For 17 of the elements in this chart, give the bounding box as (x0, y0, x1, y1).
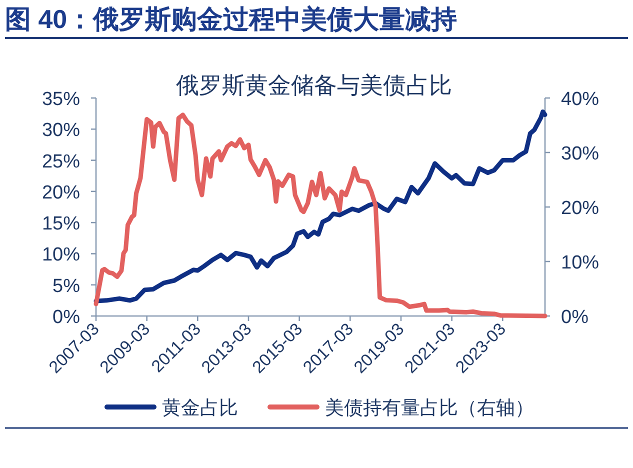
y-tick-label: 25% (42, 151, 80, 172)
y-tick-label: 35% (42, 89, 80, 110)
y-tick-label: 30% (42, 120, 80, 142)
subtitle: 俄罗斯黄金储备与美债占比 (176, 72, 452, 98)
y2-tick-label: 40% (561, 89, 600, 110)
y2-tick-label: 30% (561, 144, 600, 164)
y-tick-label: 0% (52, 307, 80, 328)
title: 图 40：俄罗斯购金过程中美债大量减持 (5, 4, 458, 34)
y-tick-label: 15% (42, 214, 80, 235)
y-tick-label: 5% (52, 276, 80, 297)
y2-tick-label: 10% (561, 252, 600, 274)
legend-label: 黄金占比 (162, 398, 238, 419)
legend-label: 美债持有量占比（右轴） (325, 398, 534, 419)
y2-tick-label: 20% (561, 198, 600, 219)
y2-tick-label: 0% (561, 307, 589, 328)
y-tick-label: 20% (42, 182, 80, 204)
y-tick-label: 10% (42, 244, 80, 266)
